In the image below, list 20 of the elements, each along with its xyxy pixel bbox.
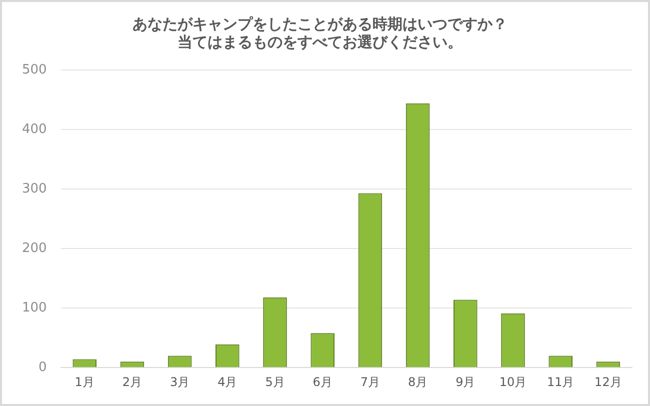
y-tick-label: 100 (22, 300, 47, 316)
x-tick-label: 9月 (456, 374, 476, 389)
y-tick-label: 500 (22, 62, 47, 78)
y-tick-label: 200 (22, 240, 47, 256)
text: 当てはまるものをすべてお選びください。 (178, 32, 462, 51)
y-tick-label: 400 (22, 122, 47, 137)
x-tick-label: 10月 (499, 374, 527, 389)
x-tick-label: 3月 (170, 374, 190, 389)
x-tick-label: 12月 (594, 374, 622, 389)
text: あなたがキャンプをしたことがある時期はいつですか？ (132, 14, 508, 33)
x-tick-label: 6月 (312, 374, 332, 389)
x-tick-label: 4月 (218, 374, 238, 389)
x-tick-label: 1月 (74, 374, 94, 389)
y-tick-label: 0 (38, 360, 47, 375)
x-tick-label: 7月 (360, 374, 380, 389)
x-tick-label: 5月 (265, 374, 285, 389)
x-tick-label: 8月 (408, 374, 428, 389)
y-tick-label: 300 (22, 181, 47, 196)
x-tick-label: 11月 (546, 374, 574, 389)
x-tick-label: 2月 (122, 374, 142, 389)
